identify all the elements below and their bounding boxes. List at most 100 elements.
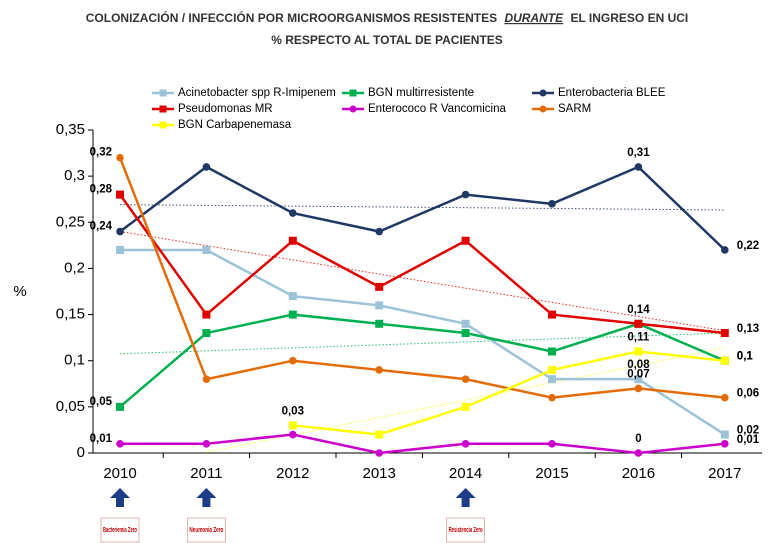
y-tick-label: 0 bbox=[77, 444, 85, 461]
x-tick-label: 2010 bbox=[103, 465, 136, 482]
data-label: 0,14 bbox=[627, 304, 650, 316]
data-label: 0,1 bbox=[737, 351, 754, 363]
annotation-arrow bbox=[196, 488, 217, 507]
data-point bbox=[548, 365, 556, 374]
y-tick-label: 0,1 bbox=[64, 352, 85, 369]
data-point bbox=[720, 329, 729, 338]
data-point bbox=[720, 430, 729, 439]
y-tick-label: 0,25 bbox=[56, 213, 85, 230]
data-point bbox=[116, 227, 124, 236]
series-line bbox=[118, 157, 725, 399]
series-line bbox=[118, 193, 725, 335]
legend-marker bbox=[349, 105, 357, 113]
data-point bbox=[202, 163, 211, 171]
data-point bbox=[461, 375, 470, 383]
data-label: 0,22 bbox=[737, 240, 759, 252]
data-point bbox=[288, 236, 297, 245]
series-line bbox=[120, 248, 726, 436]
legend-marker bbox=[539, 89, 547, 97]
data-label: 0,24 bbox=[90, 221, 113, 233]
data-point bbox=[720, 356, 729, 365]
data-point bbox=[548, 439, 556, 448]
data-point bbox=[289, 356, 297, 365]
data-point bbox=[634, 163, 643, 171]
data-label: 0,02 bbox=[737, 425, 759, 437]
data-point bbox=[202, 310, 211, 319]
series-line bbox=[292, 350, 725, 436]
x-tick-label: 2017 bbox=[708, 465, 741, 482]
series-line bbox=[120, 433, 725, 455]
data-point bbox=[375, 301, 384, 310]
legend-label: BGN multirresistente bbox=[368, 87, 474, 99]
x-tick-label: 2012 bbox=[276, 465, 309, 482]
x-tick-label: 2014 bbox=[449, 465, 482, 482]
data-point bbox=[634, 449, 643, 457]
data-point bbox=[461, 319, 470, 328]
legend-label: Acinetobacter spp R-Imipenem bbox=[178, 87, 336, 99]
data-label: 0,13 bbox=[737, 323, 759, 335]
data-point bbox=[461, 190, 470, 199]
data-point bbox=[461, 236, 470, 245]
y-tick-label: 0,05 bbox=[56, 398, 85, 415]
legend-marker bbox=[349, 89, 357, 97]
data-point bbox=[548, 347, 556, 356]
x-tick-label: 2015 bbox=[535, 465, 568, 482]
data-label: 0,11 bbox=[628, 332, 650, 344]
legend-marker bbox=[159, 105, 167, 113]
data-point bbox=[288, 310, 297, 319]
data-point bbox=[634, 384, 643, 393]
series-line bbox=[119, 313, 726, 408]
title-part: DURANTE bbox=[504, 11, 564, 25]
data-point bbox=[375, 227, 384, 236]
data-point bbox=[721, 439, 729, 448]
legend-marker bbox=[159, 121, 167, 129]
chart-title: COLONIZACIÓN / INFECCIÓN POR MICROORGANI… bbox=[86, 10, 689, 25]
data-point bbox=[375, 430, 384, 439]
data-point bbox=[634, 347, 643, 356]
data-point bbox=[548, 310, 556, 319]
data-point bbox=[375, 319, 384, 328]
data-point bbox=[721, 393, 729, 402]
y-tick-label: 0,15 bbox=[56, 306, 85, 323]
legend-label: Enterobacteria BLEE bbox=[558, 87, 666, 99]
data-label: 0 bbox=[635, 433, 641, 445]
legend-label: Enterococo R Vancomicina bbox=[368, 103, 506, 115]
annotation-logo bbox=[186, 517, 226, 543]
annotation-arrow bbox=[455, 488, 476, 507]
data-label: 0,06 bbox=[737, 388, 759, 400]
x-tick-label: 2016 bbox=[622, 465, 655, 482]
data-label: 0,28 bbox=[90, 184, 113, 196]
legend-label: SARM bbox=[558, 103, 591, 115]
trendline bbox=[119, 332, 725, 355]
data-label: 0,03 bbox=[282, 405, 304, 417]
data-label: 0,07 bbox=[627, 368, 649, 380]
data-point bbox=[375, 449, 384, 457]
data-point bbox=[116, 190, 124, 199]
trendline bbox=[119, 204, 725, 211]
trendline bbox=[119, 231, 725, 332]
data-point bbox=[116, 153, 124, 162]
data-point bbox=[375, 366, 384, 374]
series-line bbox=[119, 165, 726, 251]
legend-label: Pseudomonas MR bbox=[178, 103, 273, 115]
data-point bbox=[375, 282, 384, 291]
data-point bbox=[116, 245, 124, 254]
data-point bbox=[548, 393, 556, 402]
legend-label: BGN Carbapenemasa bbox=[178, 119, 292, 131]
data-point bbox=[461, 329, 470, 338]
data-label: 0,08 bbox=[627, 359, 650, 371]
data-point bbox=[288, 292, 297, 301]
data-point bbox=[461, 439, 470, 448]
data-label: 0,31 bbox=[627, 147, 650, 159]
data-point bbox=[202, 375, 211, 383]
data-point bbox=[721, 246, 729, 254]
title-part: EL INGRESO EN UCI bbox=[570, 11, 688, 25]
chart-subtitle: % RESPECTO AL TOTAL DE PACIENTES bbox=[271, 33, 503, 47]
data-point bbox=[634, 319, 643, 328]
y-axis-label: % bbox=[13, 283, 26, 300]
data-label: 0,01 bbox=[737, 434, 760, 446]
y-tick-label: 0,35 bbox=[56, 121, 85, 138]
annotation-logo bbox=[100, 517, 140, 543]
data-point bbox=[116, 402, 124, 411]
